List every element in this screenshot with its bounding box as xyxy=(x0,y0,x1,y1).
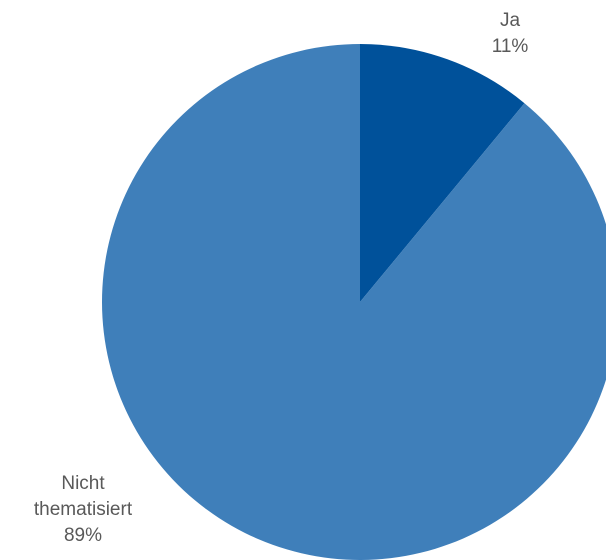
data-label-name-nicht-thematisiert: Nicht xyxy=(61,473,105,494)
data-label-name-nicht-thematisiert: thematisiert xyxy=(34,499,133,520)
data-label-value-ja: 11% xyxy=(492,36,529,57)
pie-labels: Ja 11% Nicht thematisiert 89% xyxy=(34,10,529,546)
pie-slices xyxy=(102,44,606,560)
pie-slice-ja xyxy=(360,44,525,302)
data-label-value-nicht-thematisiert: 89% xyxy=(64,525,102,546)
data-label-name-ja: Ja xyxy=(500,10,521,31)
pie-slice-nicht-thematisiert xyxy=(102,44,606,560)
